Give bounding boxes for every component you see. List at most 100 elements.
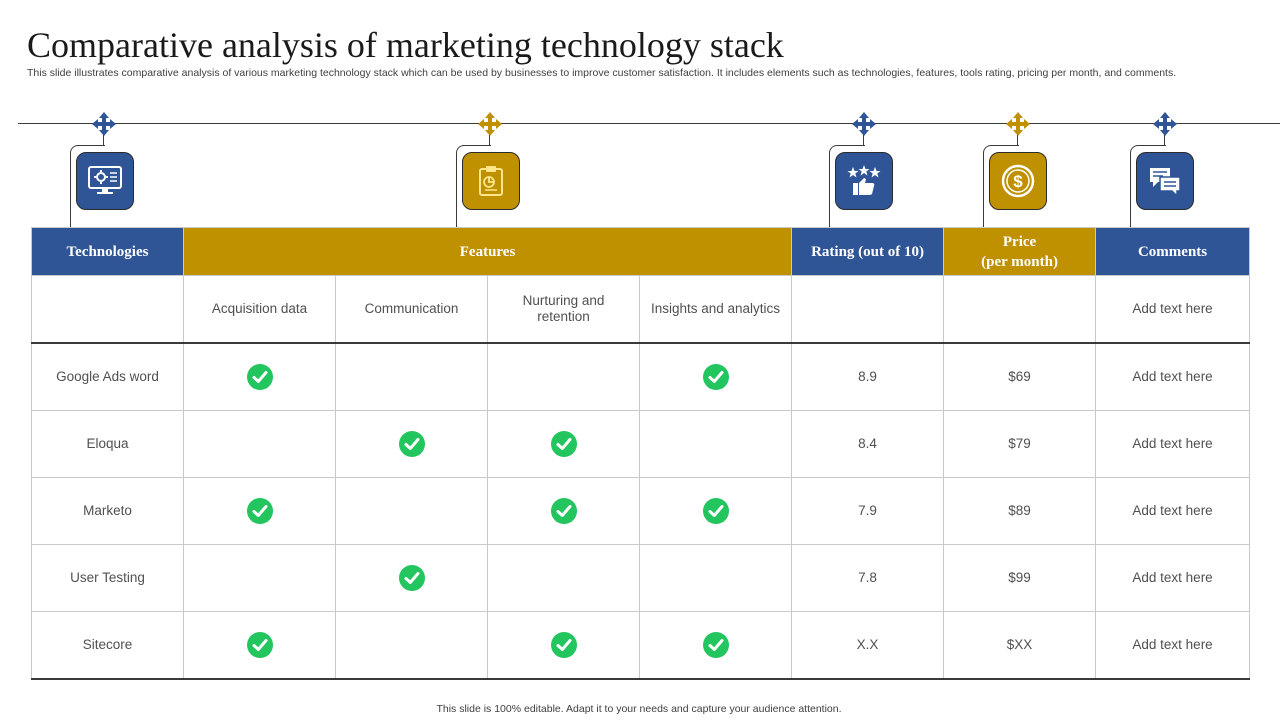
feature-cell [638,342,793,411]
comment-cell: Add text here [1095,611,1251,680]
rating-cell: 8.4 [791,410,945,478]
feature-cell [335,410,488,478]
monitor-gear-icon [88,166,122,194]
table-row: User Testing 7.8 $99 Add text here [31,544,1251,612]
feature-cell [335,611,488,680]
comment-cell: Add text here [1095,275,1251,344]
technologies-tile [76,152,134,210]
price-cell: $79 [943,410,1097,478]
feature-cell [335,477,488,545]
feature-cell [487,611,640,680]
connector [456,145,491,228]
price-cell: $69 [943,342,1097,411]
connector [863,135,864,145]
feature-cell [487,544,640,612]
comments-tile [1136,152,1194,210]
check-circle-icon [550,498,578,524]
rating-cell: 7.9 [791,477,945,545]
header-price: Price (per month) [943,227,1097,276]
check-circle-icon [702,364,730,390]
table-cell [791,275,945,344]
check-circle-icon [246,498,274,524]
four-way-arrow-icon [1152,111,1178,137]
comment-cell: Add text here [1095,342,1251,411]
table-cell [943,275,1097,344]
comment-cell: Add text here [1095,410,1251,478]
table-header-row: Technologies Features Rating (out of 10)… [31,227,1251,276]
chat-bubbles-icon [1150,168,1181,196]
clipboard-icon [479,166,503,196]
feature-cell [638,410,793,478]
price-tile: $ [989,152,1047,210]
technology-name: Sitecore [31,611,184,680]
feature-cell [183,477,336,545]
features-tile [462,152,520,210]
connector [1017,135,1018,145]
check-circle-icon [398,431,426,457]
check-circle-icon [702,632,730,658]
connector [1130,145,1166,228]
page-subtitle: This slide illustrates comparative analy… [27,67,1177,79]
feature-cell [183,544,336,612]
table-row: Eloqua 8.4 $79 Add text here [31,410,1251,478]
comment-cell: Add text here [1095,477,1251,545]
header-rating: Rating (out of 10) [791,227,945,276]
svg-text:$: $ [1013,172,1023,191]
four-way-arrow-icon [91,111,117,137]
feature-cell [638,611,793,680]
feature-cell [183,410,336,478]
technology-name: User Testing [31,544,184,612]
dollar-coin-icon: $ [1001,164,1035,198]
table-subheader-row: Acquisition data Communication Nurturing… [31,275,1251,344]
four-way-arrow-icon [851,111,877,137]
connector [489,135,490,145]
technology-name: Eloqua [31,410,184,478]
footer-note: This slide is 100% editable. Adapt it to… [436,703,842,715]
feature-cell [487,477,640,545]
header-comments: Comments [1095,227,1251,276]
table-row: Marketo 7.9 $89 Add text here [31,477,1251,545]
rating-cell: 7.8 [791,544,945,612]
feature-column-label: Acquisition data [183,275,336,344]
feature-cell [638,477,793,545]
comparison-table: Technologies Features Rating (out of 10)… [31,227,1251,680]
header-technologies: Technologies [31,227,184,276]
connector [983,145,1019,228]
check-circle-icon [702,498,730,524]
rating-cell: 8.9 [791,342,945,411]
technology-name: Marketo [31,477,184,545]
feature-cell [487,410,640,478]
connector [1164,135,1165,145]
timeline-line [18,123,1280,124]
feature-cell [335,544,488,612]
technology-name: Google Ads word [31,342,184,411]
rating-tile [835,152,893,210]
header-price-line1: Price [1002,233,1037,250]
check-circle-icon [246,632,274,658]
header-features: Features [182,227,793,276]
page-title: Comparative analysis of marketing techno… [27,25,784,65]
four-way-arrow-icon [1005,111,1031,137]
comment-cell: Add text here [1095,544,1251,612]
price-cell: $89 [943,477,1097,545]
table-row: Sitecore X.X $XX Add text here [31,611,1251,680]
thumbs-up-stars-icon [847,165,881,195]
check-circle-icon [246,364,274,390]
check-circle-icon [550,632,578,658]
price-cell: $XX [943,611,1097,680]
check-circle-icon [398,565,426,591]
connector [103,135,104,145]
feature-cell [487,342,640,411]
connector [70,145,105,228]
table-cell [31,275,184,344]
feature-cell [183,611,336,680]
connector [829,145,865,228]
feature-column-label: Communication [335,275,488,344]
feature-cell [183,342,336,411]
rating-cell: X.X [791,611,945,680]
table-row: Google Ads word 8.9 $69 Add text here [31,342,1251,411]
feature-cell [638,544,793,612]
four-way-arrow-icon [477,111,503,137]
check-circle-icon [550,431,578,457]
header-price-line2: (per month) [981,253,1058,270]
